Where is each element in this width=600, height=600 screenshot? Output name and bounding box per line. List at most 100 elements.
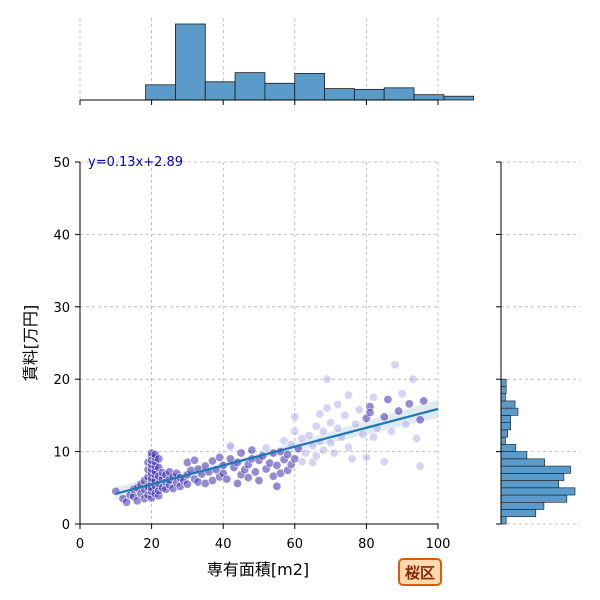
scatter-point [390, 360, 400, 370]
right-hist-bar [500, 487, 576, 496]
regression-fit-line [115, 407, 439, 495]
scatter-point [261, 443, 271, 453]
scatter-point [222, 474, 232, 484]
regression-equation: y=0.13x+2.89 [88, 155, 183, 170]
scatter-points [111, 360, 429, 507]
right-hist-bar [500, 480, 560, 489]
right-hist-bar [500, 465, 571, 474]
right-marginal-histogram [496, 161, 576, 525]
y-tick-label: 10 [53, 446, 70, 461]
scatter-point [122, 497, 132, 507]
scatter-point [322, 374, 332, 384]
scatter-point [318, 445, 328, 455]
right-hist-bar [500, 516, 507, 525]
scatter-point [207, 476, 217, 486]
top-hist-bar [234, 72, 266, 101]
scatter-point [304, 431, 314, 441]
area-badge-label: 桜区 [404, 563, 435, 582]
scatter-point [369, 432, 379, 442]
scatter-point [379, 457, 389, 467]
scatter-point [333, 400, 343, 410]
scatter-point [415, 415, 425, 425]
scatter-point [233, 478, 243, 488]
scatter-point [415, 461, 425, 471]
top-hist-bar [443, 95, 475, 101]
scatter-point [247, 445, 257, 455]
y-tick-label: 30 [53, 301, 70, 316]
scatter-point [408, 374, 418, 384]
scatter-point [369, 392, 379, 402]
y-tick-label: 50 [53, 156, 70, 171]
top-hist-bar [324, 88, 355, 101]
scatter-point [419, 396, 429, 406]
y-ticks: 0 10 20 30 40 50 [53, 156, 80, 533]
scatter-point [154, 454, 164, 464]
top-marginal-histogram [79, 23, 475, 105]
axes [79, 162, 438, 525]
regression-line [115, 407, 439, 495]
x-tick-label: 100 [426, 537, 451, 552]
top-hist-bar [383, 87, 415, 101]
scatter-point [207, 456, 217, 466]
scatter-point [379, 412, 389, 422]
top-hist-bar [413, 94, 445, 101]
right-hist-bar [500, 509, 537, 518]
y-tick-label: 20 [53, 373, 70, 388]
right-hist-bar [500, 436, 506, 445]
scatter-point [383, 394, 393, 404]
top-hist-bar [353, 88, 385, 101]
scatter-point [340, 410, 350, 420]
scatter-point [326, 438, 336, 448]
scatter-point [290, 412, 300, 422]
scatter-point [236, 448, 246, 458]
top-hist-bar [204, 81, 236, 101]
scatter-point [343, 390, 353, 400]
scatter-point [182, 479, 192, 489]
scatter-point [297, 457, 307, 467]
scatter-point [354, 405, 364, 415]
right-hist-bar [500, 393, 506, 402]
scatter-point [386, 426, 396, 436]
right-hist-bar [500, 444, 517, 452]
right-hist-bar [500, 407, 519, 416]
area-badge: 桜区 [398, 558, 442, 586]
scatter-point [225, 441, 235, 451]
y-tick-label: 0 [62, 518, 70, 533]
scatter-point [358, 429, 368, 439]
right-hist-bar [500, 386, 507, 394]
scatter-point [412, 434, 422, 444]
x-axis-title: 専有面積[m2] [207, 560, 309, 579]
right-hist-bar [500, 422, 511, 431]
top-hist-bar [294, 73, 325, 101]
scatter-point [401, 419, 411, 429]
scatter-point [329, 448, 339, 458]
right-hist-bar [500, 494, 568, 503]
scatter-point [311, 451, 321, 461]
scatter-point [326, 418, 336, 428]
scatter-point [365, 408, 375, 418]
top-hist-bar [264, 82, 296, 101]
right-hist-bar [500, 473, 565, 481]
scatter-point [190, 455, 200, 465]
right-hist-bar [500, 429, 508, 438]
scatter-point [404, 399, 414, 409]
scatter-point [283, 449, 293, 459]
scatter-point [394, 406, 404, 416]
right-hist-bar [500, 400, 516, 409]
scatter-point [215, 452, 225, 462]
right-hist-bar [500, 451, 528, 460]
scatter-point [351, 419, 361, 429]
scatter-point [311, 421, 321, 431]
right-hist-bar [500, 458, 545, 467]
scatter-point [318, 426, 328, 436]
right-hist-bar [500, 415, 511, 423]
y-tick-label: 40 [53, 228, 70, 243]
scatter-point [272, 481, 282, 491]
right-hist-bar [500, 378, 507, 387]
top-hist-bar [145, 84, 176, 101]
x-tick-label: 40 [215, 537, 232, 552]
scatter-point [301, 448, 311, 458]
x-tick-label: 60 [287, 537, 304, 552]
scatter-point [397, 389, 407, 399]
